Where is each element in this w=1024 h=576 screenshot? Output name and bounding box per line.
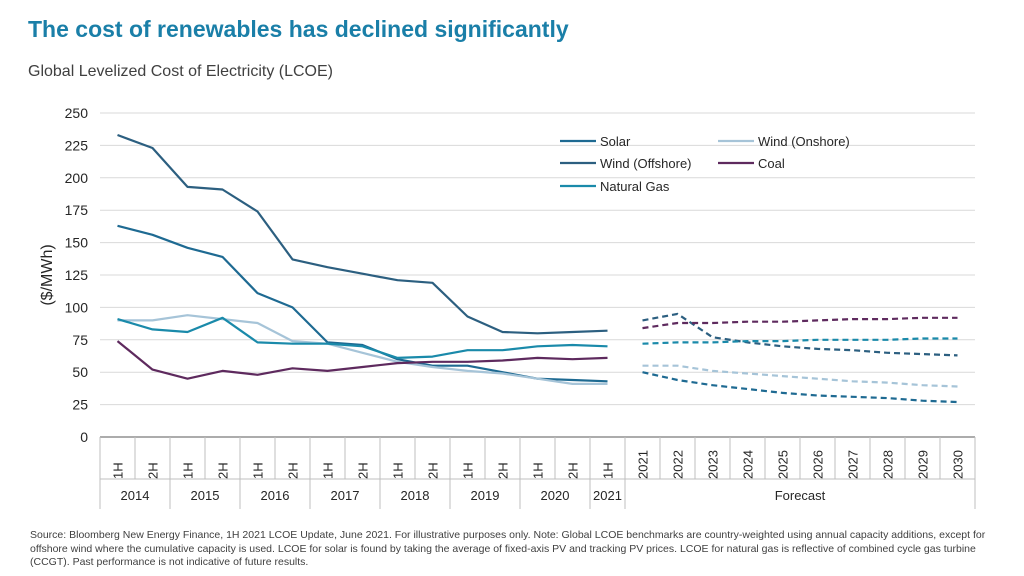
series-line-coal <box>116 340 608 380</box>
forecast-line-coal <box>642 316 958 330</box>
y-tick-label: 50 <box>72 364 88 380</box>
group-label: 2018 <box>401 488 430 503</box>
group-label: 2020 <box>541 488 570 503</box>
group-label: 2021 <box>593 488 622 503</box>
source-note: Source: Bloomberg New Energy Finance, 1H… <box>30 529 986 568</box>
x-tick-label: 1H <box>391 462 406 479</box>
chart-subtitle: Global Levelized Cost of Electricity (LC… <box>28 63 333 80</box>
y-axis-label: ($/MWh) <box>39 244 56 305</box>
x-axis-groups: 2014 2015 2016 2017 2018 2019 2020 2021 Forecast <box>99 478 976 509</box>
gridlines <box>100 112 975 406</box>
x-tick-label: 2026 <box>811 450 826 479</box>
x-tick-label: 2030 <box>951 450 966 479</box>
series-line-wind-offshore <box>117 133 608 335</box>
x-tick-label: 2024 <box>741 450 756 479</box>
y-tick-label: 25 <box>72 397 88 413</box>
x-tick-label: 1H <box>601 462 616 479</box>
x-tick-label: 2029 <box>916 450 931 479</box>
group-label: 2019 <box>471 488 500 503</box>
x-tick-label: 2H <box>496 462 511 479</box>
forecast-line-wind-onshore <box>642 364 958 388</box>
x-tick-label: 2025 <box>776 450 791 479</box>
x-tick-label: 2H <box>146 462 161 479</box>
x-tick-label: 2021 <box>636 450 651 479</box>
x-axis-ticks: 1H 2H 1H 2H 1H 2H 1H 2H 1H 2H 1H 2H 1H 2H 1H 2021 2022 20… <box>99 437 976 479</box>
x-tick-label: 1H <box>321 462 336 479</box>
series-line-wind-onshore <box>117 314 608 385</box>
y-axis-ticks: 0 25 50 75 100 125 150 175 200 225 250 <box>65 105 89 445</box>
series-lines <box>116 133 958 404</box>
chart-title: The cost of renewables has declined sign… <box>28 16 569 42</box>
x-tick-label: 2H <box>286 462 301 479</box>
x-tick-label: 1H <box>461 462 476 479</box>
y-tick-label: 200 <box>65 170 89 186</box>
y-tick-label: 225 <box>65 137 89 153</box>
legend-label: Wind (Onshore) <box>758 134 850 149</box>
x-tick-label: 1H <box>111 462 126 479</box>
y-tick-label: 175 <box>65 202 89 218</box>
x-tick-label: 1H <box>251 462 266 479</box>
y-tick-label: 250 <box>65 105 89 121</box>
forecast-line-solar <box>642 371 958 404</box>
legend-label: Coal <box>758 156 785 171</box>
x-tick-label: 1H <box>181 462 196 479</box>
y-tick-label: 0 <box>80 429 88 445</box>
x-tick-label: 2028 <box>881 450 896 479</box>
y-tick-label: 75 <box>72 332 88 348</box>
forecast-line-natural-gas <box>642 337 958 345</box>
x-tick-label: 2023 <box>706 450 721 479</box>
y-tick-label: 150 <box>65 235 89 251</box>
y-tick-label: 125 <box>65 267 89 283</box>
legend-label: Solar <box>600 134 631 149</box>
x-tick-label: 2022 <box>671 450 686 479</box>
legend-label: Wind (Offshore) <box>600 156 692 171</box>
x-tick-label: 2H <box>216 462 231 479</box>
x-tick-label: 2H <box>356 462 371 479</box>
forecast-line-wind-offshore <box>642 312 958 357</box>
group-label: Forecast <box>775 488 826 503</box>
legend-label: Natural Gas <box>600 179 670 194</box>
group-label: 2014 <box>121 488 150 503</box>
y-tick-label: 100 <box>65 299 89 315</box>
group-label: 2017 <box>331 488 360 503</box>
legend: Solar Wind (Onshore) Wind (Offshore) Coal Na… <box>560 134 850 194</box>
series-line-natural-gas <box>117 316 608 359</box>
x-tick-label: 2H <box>426 462 441 479</box>
x-tick-label: 2H <box>566 462 581 479</box>
group-label: 2016 <box>261 488 290 503</box>
group-label: 2015 <box>191 488 220 503</box>
x-tick-label: 2027 <box>846 450 861 479</box>
x-tick-label: 1H <box>531 462 546 479</box>
